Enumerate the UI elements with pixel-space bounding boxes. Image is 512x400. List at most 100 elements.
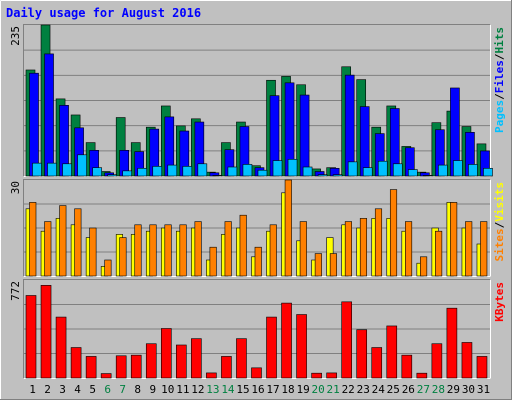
- bar-sites-day-26: [405, 221, 413, 277]
- bar-kbytes-day-3: [55, 316, 67, 379]
- day-label-7: 7: [119, 383, 126, 396]
- legend-entry: Pages: [493, 100, 506, 133]
- bar-kbytes-day-21: [326, 372, 337, 379]
- bar-sites-day-5: [89, 227, 97, 277]
- bar-sites-day-6: [104, 259, 112, 277]
- legend-entry: Visits: [493, 182, 506, 222]
- bar-kbytes-day-11: [176, 344, 187, 379]
- bar-sites-day-22: [344, 221, 352, 277]
- series-sites: [29, 179, 488, 277]
- day-label-8: 8: [134, 383, 141, 396]
- bar-kbytes-day-30: [461, 342, 473, 379]
- bar-sites-day-24: [374, 208, 383, 277]
- bar-pages-day-29: [453, 160, 463, 177]
- day-label-6: 6: [104, 383, 111, 396]
- day-labels: 1 2 3 4 5 6 7 8 9 10 11 12 13 14 15 16 17 18 19 20 21 22 23 24 2…: [29, 383, 490, 396]
- bar-files-day-22: [344, 74, 355, 177]
- bar-pages-day-19: [302, 166, 313, 177]
- y-max-label: 30: [9, 181, 22, 194]
- legend-entry: Files: [493, 60, 506, 93]
- bar-kbytes-day-31: [476, 356, 488, 379]
- bar-pages-day-3: [62, 163, 72, 177]
- bar-sites-day-20: [314, 253, 322, 277]
- bar-sites-day-14: [224, 221, 232, 277]
- bar-kbytes-day-20: [311, 372, 322, 379]
- legend-entry: /: [493, 93, 506, 100]
- bar-sites-day-11: [179, 224, 187, 277]
- day-label-5: 5: [89, 383, 96, 396]
- day-label-31: 31: [477, 383, 490, 396]
- bar-kbytes-day-12: [191, 338, 202, 379]
- bar-sites-day-9: [149, 224, 157, 277]
- day-label-13: 13: [206, 383, 219, 396]
- bar-sites-day-17: [269, 224, 277, 277]
- bar-sites-day-25: [389, 189, 398, 277]
- day-label-3: 3: [59, 383, 66, 396]
- bar-kbytes-day-23: [356, 329, 368, 379]
- bar-sites-day-23: [359, 218, 368, 277]
- day-label-29: 29: [447, 383, 460, 396]
- bar-sites-day-1: [29, 202, 37, 277]
- bar-pages-day-5: [92, 167, 102, 177]
- bar-pages-day-31: [483, 167, 493, 177]
- day-label-14: 14: [221, 383, 235, 396]
- day-label-23: 23: [357, 383, 370, 396]
- bar-sites-day-16: [254, 246, 262, 277]
- bar-sites-day-4: [74, 208, 82, 277]
- legend-entry: Hits: [493, 27, 506, 54]
- day-label-2: 2: [44, 383, 51, 396]
- bar-pages-day-8: [137, 167, 148, 177]
- bar-sites-day-21: [329, 253, 337, 277]
- bar-pages-day-22: [347, 161, 358, 177]
- day-label-12: 12: [191, 383, 204, 396]
- day-label-16: 16: [251, 383, 264, 396]
- bar-kbytes-day-22: [341, 301, 352, 379]
- day-label-20: 20: [312, 383, 325, 396]
- bar-sites-day-3: [59, 205, 67, 277]
- day-label-25: 25: [387, 383, 400, 396]
- day-label-30: 30: [462, 383, 475, 396]
- bar-files-day-1: [29, 72, 39, 177]
- day-label-15: 15: [236, 383, 249, 396]
- bar-kbytes-day-28: [431, 343, 443, 379]
- legend-entry: KBytes: [493, 282, 506, 322]
- bar-kbytes-day-7: [115, 355, 127, 379]
- bar-sites-day-8: [134, 224, 142, 277]
- bar-kbytes-day-5: [85, 356, 97, 379]
- bar-pages-day-28: [438, 164, 448, 177]
- bar-pages-day-12: [197, 163, 208, 177]
- day-label-24: 24: [372, 383, 386, 396]
- y-max-label: 235: [9, 26, 22, 46]
- day-label-19: 19: [296, 383, 309, 396]
- bar-kbytes-day-29: [446, 307, 458, 379]
- bar-kbytes-day-8: [130, 354, 142, 379]
- bar-pages-day-14: [227, 166, 238, 177]
- bar-pages-day-21: [332, 174, 343, 177]
- bar-pages-day-20: [317, 174, 328, 177]
- day-label-11: 11: [176, 383, 189, 396]
- bar-pages-day-18: [287, 158, 298, 177]
- bar-kbytes-day-15: [236, 338, 247, 379]
- legend-kbytes: KBytes: [493, 282, 506, 322]
- bar-pages-day-7: [122, 170, 132, 177]
- legend-entry: /: [493, 221, 506, 228]
- day-label-22: 22: [342, 383, 355, 396]
- bar-pages-day-4: [77, 154, 87, 177]
- bar-sites-day-13: [209, 246, 217, 277]
- series-kbytes: [25, 285, 488, 379]
- bar-files-day-2: [44, 53, 54, 177]
- bar-kbytes-day-27: [416, 372, 428, 379]
- legend-entry: /: [493, 53, 506, 60]
- legend-entry: Sites: [493, 228, 506, 261]
- bar-kbytes-day-26: [401, 354, 413, 379]
- chart-title: Daily usage for August 2016: [6, 6, 201, 20]
- bar-pages-day-30: [468, 164, 478, 177]
- day-label-9: 9: [149, 383, 156, 396]
- bar-pages-day-16: [257, 169, 268, 177]
- day-label-10: 10: [161, 383, 174, 396]
- y-max-label: 772: [9, 281, 22, 301]
- bar-kbytes-day-10: [160, 328, 172, 379]
